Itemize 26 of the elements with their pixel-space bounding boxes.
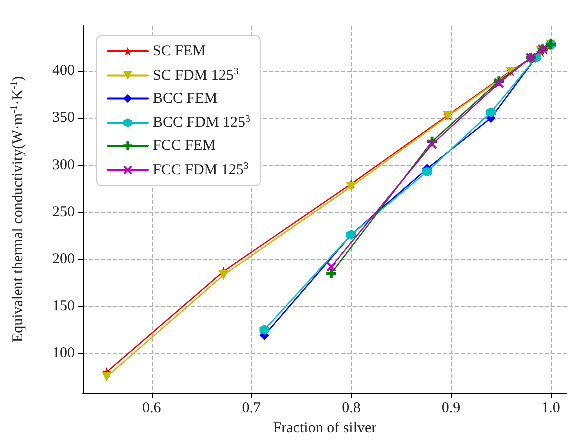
y-tick-label: 150 bbox=[52, 298, 75, 314]
point bbox=[326, 268, 336, 278]
point bbox=[422, 166, 432, 177]
y-tick-label: 400 bbox=[52, 63, 75, 80]
y-tick-label: 100 bbox=[52, 345, 75, 362]
point bbox=[427, 140, 438, 150]
y-axis-title: Equivalent thermal conductivity(W·m-1·K-1) bbox=[9, 76, 26, 343]
point bbox=[326, 262, 336, 272]
legend-label: BCC FEM bbox=[153, 90, 218, 107]
y-tick-label: 250 bbox=[52, 204, 75, 220]
y-tick-label: 200 bbox=[52, 251, 75, 268]
legend-label: FCC FEM bbox=[153, 138, 216, 154]
point bbox=[486, 108, 496, 118]
x-tick-label: 0.8 bbox=[342, 400, 361, 416]
y-tick-label: 300 bbox=[52, 157, 75, 174]
legend-label: SC FEM bbox=[153, 44, 206, 60]
x-tick-label: 0.6 bbox=[142, 400, 162, 416]
y-tick-label: 350 bbox=[52, 110, 75, 126]
x-axis-title: Fraction of silver bbox=[273, 420, 377, 436]
point bbox=[218, 270, 229, 280]
point bbox=[346, 182, 356, 192]
point bbox=[102, 372, 112, 382]
x-tick-label: 0.9 bbox=[442, 400, 461, 416]
x-tick-label: 0.7 bbox=[242, 400, 262, 416]
x-tick-label: 1.0 bbox=[542, 400, 560, 416]
point bbox=[260, 325, 270, 335]
